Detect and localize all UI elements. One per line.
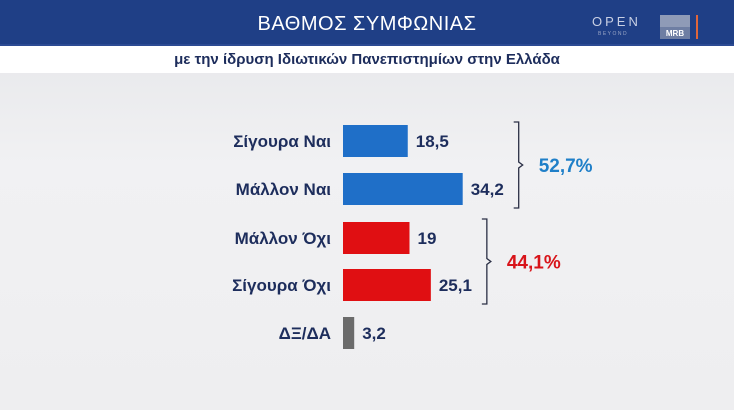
bar [343, 269, 431, 301]
header-bar: ΒΑΘΜΟΣ ΣΥΜΦΩΝΙΑΣ OPEN BEYOND MRB [0, 0, 734, 46]
category-label: ΔΞ/ΔΑ [279, 324, 331, 343]
bar [343, 222, 410, 254]
group-bracket [513, 121, 524, 209]
bar [343, 317, 355, 349]
mrb-logo: MRB [660, 15, 690, 39]
open-logo: OPEN [592, 14, 641, 29]
bar [343, 173, 463, 205]
value-label: 34,2 [471, 180, 504, 199]
chart-subtitle: με την ίδρυση Ιδιωτικών Πανεπιστημίων στ… [0, 46, 734, 73]
open-logo-beyond: BEYOND [598, 31, 629, 37]
category-label: Μάλλον Ναι [236, 180, 332, 199]
bar [343, 125, 408, 157]
logo-divider [696, 15, 698, 39]
group-bracket [481, 218, 492, 305]
category-label: Σίγουρα Ναι [233, 132, 331, 151]
value-label: 3,2 [362, 324, 386, 343]
group-total-label: 44,1% [507, 253, 561, 274]
group-total-label: 52,7% [539, 156, 593, 177]
category-label: Σίγουρα Όχι [232, 276, 331, 295]
chart-title: ΒΑΘΜΟΣ ΣΥΜΦΩΝΙΑΣ [257, 13, 477, 35]
value-label: 25,1 [439, 276, 472, 295]
category-label: Μάλλον Όχι [235, 229, 332, 248]
value-label: 19 [418, 229, 437, 248]
value-label: 18,5 [416, 132, 449, 151]
